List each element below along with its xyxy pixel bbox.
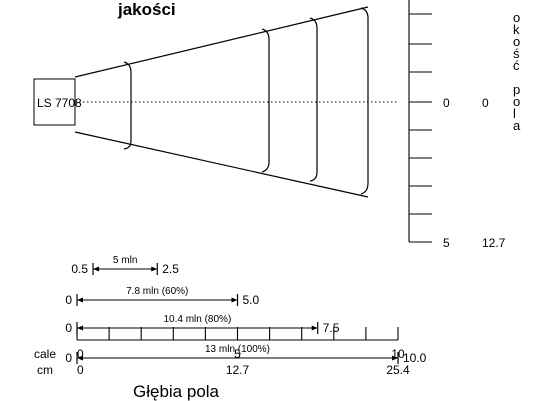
side-caption-letter: o bbox=[513, 10, 521, 25]
range-bar-end-label: 2.5 bbox=[162, 262, 179, 276]
side-caption-letter: a bbox=[513, 118, 521, 133]
scan-beam bbox=[74, 6, 369, 198]
range-bar-label: 7.8 mln (60%) bbox=[126, 286, 188, 297]
right-scale-zero-inch: 0 bbox=[443, 96, 450, 110]
side-caption-letter: ś bbox=[513, 46, 520, 61]
range-bar-label: 10.4 mln (80%) bbox=[163, 314, 231, 325]
range-bars: 5 mln 0.5 2.5 7.8 mln (60%) 0 5.0 10.4 mln (80… bbox=[65, 255, 426, 365]
right-scale-bottom-cm: 12.7 bbox=[482, 236, 506, 250]
axis-tick-label-inch: 5 bbox=[234, 347, 241, 361]
diagram-title: Głębia pola bbox=[133, 382, 220, 401]
top-label: jakości bbox=[117, 0, 176, 19]
side-caption-letter: l bbox=[513, 106, 516, 121]
axis-tick-label-inch: 0 bbox=[77, 347, 84, 361]
right-scale bbox=[408, 0, 432, 243]
range-bar-label: 13 mln (100%) bbox=[205, 344, 270, 355]
range-bar-end-label: 10.0 bbox=[403, 351, 427, 365]
range-bar-start-label: 0 bbox=[65, 321, 72, 335]
side-caption-letter: k bbox=[513, 22, 520, 37]
range-bar: 13 mln (100%) 0 10.0 bbox=[65, 344, 426, 365]
range-bar-arrow-left bbox=[77, 355, 83, 361]
axis-unit-inch: cale bbox=[34, 347, 56, 361]
side-caption-letter: o bbox=[513, 34, 521, 49]
range-bar: 10.4 mln (80%) 0 7.5 bbox=[65, 314, 339, 335]
range-bar-start-label: 0 bbox=[65, 351, 72, 365]
range-bar-arrow-left bbox=[93, 266, 100, 272]
axis-tick-label-inch: 10 bbox=[391, 347, 405, 361]
range-bar-arrow-right bbox=[311, 325, 318, 331]
range-bar: 7.8 mln (60%) 0 5.0 bbox=[65, 286, 259, 307]
range-bar-end-label: 5.0 bbox=[243, 293, 260, 307]
side-caption-letter: p bbox=[513, 82, 521, 97]
range-bar-label: 5 mln bbox=[113, 255, 137, 266]
right-scale-zero-cm: 0 bbox=[482, 96, 489, 110]
axis-tick-label-cm: 25.4 bbox=[386, 363, 410, 377]
range-bar: 5 mln 0.5 2.5 bbox=[71, 255, 179, 276]
scanner-box bbox=[33, 78, 76, 126]
scanner-label: LS 7708 bbox=[37, 96, 82, 110]
depth-axis: 0 0 5 12.7 10 25.4 bbox=[76, 327, 410, 377]
range-bar-arrow-left bbox=[77, 325, 83, 331]
range-bar-arrow-right bbox=[392, 355, 398, 361]
range-bar-end-label: 7.5 bbox=[323, 321, 340, 335]
side-caption-letter: ć bbox=[513, 58, 520, 73]
axis-tick-label-cm: 12.7 bbox=[226, 363, 250, 377]
range-bar-start-label: 0.5 bbox=[71, 262, 88, 276]
axis-tick-label-cm: 0 bbox=[77, 363, 84, 377]
range-bar-start-label: 0 bbox=[65, 293, 72, 307]
range-bar-arrow-right bbox=[151, 266, 158, 272]
right-scale-bottom-inch: 5 bbox=[443, 236, 450, 250]
range-bar-arrow-left bbox=[77, 297, 83, 303]
side-caption-letter: o bbox=[513, 94, 521, 109]
axis-unit-cm: cm bbox=[37, 363, 53, 377]
range-bar-arrow-right bbox=[231, 297, 238, 303]
